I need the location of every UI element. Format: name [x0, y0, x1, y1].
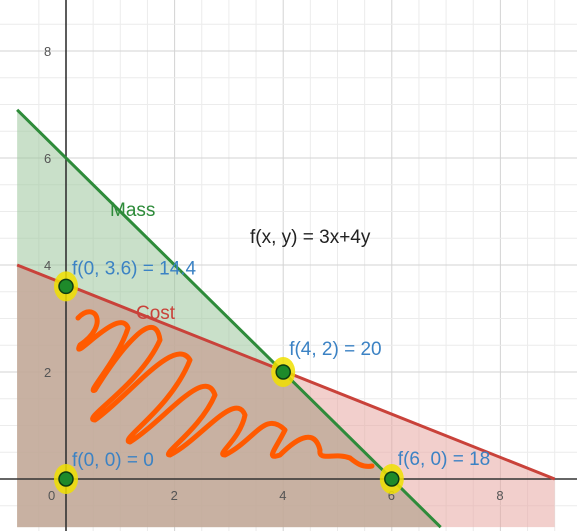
vertex-point — [275, 364, 291, 380]
y-tick-label: 6 — [44, 151, 51, 166]
vertex-markers — [54, 271, 404, 494]
vertex-labels: f(0, 3.6) = 14.4 f(4, 2) = 20 f(0, 0) = 0 f… — [72, 258, 490, 471]
vertex-label: f(4, 2) = 20 — [289, 339, 381, 360]
vertex-label: f(0, 3.6) = 14.4 — [72, 258, 197, 279]
tick-labels: 0 2 4 6 8 2 4 6 8 — [44, 44, 504, 503]
x-tick-label: 8 — [496, 488, 503, 503]
vertex-point — [58, 471, 74, 487]
mass-line-label: Mass — [110, 200, 155, 221]
y-tick-label: 8 — [44, 44, 51, 59]
overlap-region — [17, 265, 441, 528]
mass-line — [16, 108, 442, 529]
x-tick-label: 0 — [48, 488, 55, 503]
vertex-label: f(6, 0) = 18 — [398, 449, 490, 470]
scribble-mark — [75, 309, 375, 469]
vertex-point — [58, 278, 74, 295]
x-tick-label: 4 — [279, 488, 286, 503]
x-tick-label: 6 — [388, 488, 395, 503]
vertex-label: f(0, 0) = 0 — [72, 450, 154, 471]
objective-function-label: f(x, y) = 3x+4y — [250, 227, 371, 248]
x-tick-label: 2 — [171, 488, 178, 503]
cost-line-label: Cost — [136, 303, 176, 324]
vertex-point — [384, 471, 400, 487]
y-tick-label: 4 — [44, 258, 51, 273]
y-tick-label: 2 — [44, 365, 51, 380]
